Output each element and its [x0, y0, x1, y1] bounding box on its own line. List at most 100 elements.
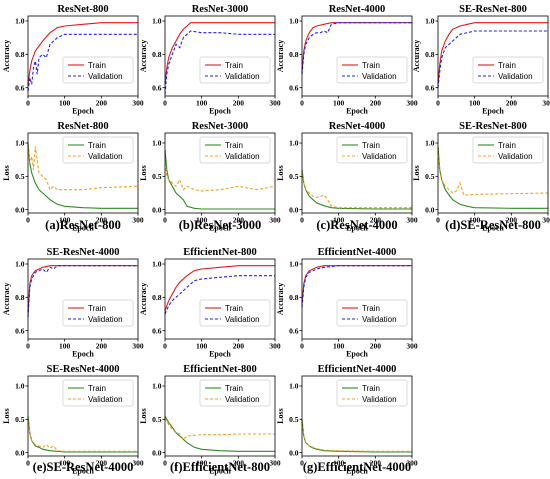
x-tick-label: 100	[333, 216, 345, 225]
x-tick-label: 100	[469, 216, 481, 225]
x-tick-label: 0	[300, 459, 304, 468]
series-line-validation	[437, 30, 548, 88]
y-tick-label: 0.0	[289, 205, 299, 214]
x-axis-label: Epoch	[346, 350, 368, 359]
series-line-train	[27, 22, 138, 85]
legend-label: Validation	[362, 152, 397, 161]
x-tick-label: 100	[59, 99, 71, 108]
x-tick-label: 300	[406, 459, 418, 468]
subfigure-caption: (c)ResNet-4000	[316, 218, 397, 232]
chart-title: EfficientNet-4000	[318, 364, 397, 375]
legend: Train Validation	[336, 56, 408, 84]
chart-title: ResNet-3000	[192, 121, 249, 132]
x-tick-label: 200	[370, 459, 382, 468]
legend-label: Train	[498, 141, 516, 150]
series-line-train	[27, 415, 138, 453]
legend: Train Validation	[62, 299, 134, 327]
x-tick-label: 0	[163, 459, 167, 468]
y-tick-label: 1.0	[152, 260, 162, 269]
x-axis-label: Epoch	[209, 350, 231, 359]
legend-label: Train	[362, 61, 380, 70]
y-tick-label: 0.0	[15, 205, 25, 214]
x-axis-label: Epoch	[72, 107, 94, 116]
x-tick-label: 100	[196, 216, 208, 225]
legend-label: Train	[88, 61, 106, 70]
x-tick-label: 200	[233, 459, 245, 468]
legend-label: Train	[88, 141, 106, 150]
y-tick-label: 1.0	[289, 139, 299, 148]
x-tick-label: 100	[196, 342, 208, 351]
x-tick-label: 200	[370, 99, 382, 108]
chart-panel: EfficientNet-800 0 100 200 300 0.6 0.8 1.0 Epoch…	[139, 247, 281, 359]
y-tick-label: 1.0	[15, 17, 25, 26]
y-axis-label: Accuracy	[2, 40, 11, 72]
y-tick-label: 0.6	[15, 326, 25, 335]
plot-frame	[301, 258, 413, 340]
y-axis-label: Loss	[276, 165, 285, 181]
series-line-validation	[301, 22, 412, 75]
x-tick-label: 0	[300, 99, 304, 108]
y-tick-label: 1.0	[152, 139, 162, 148]
y-tick-label: 0.6	[15, 83, 25, 92]
x-axis-label: Epoch	[346, 467, 368, 476]
x-tick-label: 0	[163, 99, 167, 108]
x-tick-label: 200	[233, 342, 245, 351]
legend: Train Validation	[336, 379, 408, 407]
legend-label: Validation	[498, 72, 533, 81]
x-axis-label: Epoch	[209, 467, 231, 476]
chart-panel: ResNet-800 0 100 200 300 0.0 0.5 1.0 Epoch Loss Tr…	[2, 121, 144, 233]
x-tick-label: 100	[59, 342, 71, 351]
y-tick-label: 0.5	[152, 415, 162, 424]
legend: Train Validation	[199, 379, 271, 407]
legend: Train Validation	[199, 56, 271, 84]
x-axis-label: Epoch	[346, 224, 368, 233]
chart-title: ResNet-4000	[329, 4, 386, 15]
series-line-validation	[301, 265, 412, 308]
series-line-train	[164, 265, 275, 311]
x-axis-label: Epoch	[346, 107, 368, 116]
chart-panel: SE-ResNet-4000 0 100 200 300 0.0 0.5 1.0 Epoch Lo…	[2, 364, 144, 476]
y-tick-label: 0.6	[152, 83, 162, 92]
chart-title: EfficientNet-800	[183, 247, 256, 258]
y-tick-label: 0.5	[15, 415, 25, 424]
legend-label: Train	[362, 384, 380, 393]
y-axis-label: Accuracy	[139, 40, 148, 72]
legend-label: Validation	[88, 152, 123, 161]
x-tick-label: 300	[132, 216, 144, 225]
chart-panel: SE-ResNet-800 0 100 200 300 0.6 0.8 1.0 Epoch Acc…	[412, 4, 550, 116]
x-tick-label: 200	[96, 459, 108, 468]
x-tick-label: 300	[269, 342, 281, 351]
y-tick-label: 1.0	[425, 17, 435, 26]
y-tick-label: 0.0	[152, 205, 162, 214]
series-line-validation	[301, 172, 412, 209]
y-tick-label: 0.5	[152, 172, 162, 181]
x-tick-label: 300	[269, 216, 281, 225]
series-line-train	[27, 265, 138, 315]
legend: Train Validation	[336, 136, 408, 164]
legend-label: Train	[498, 61, 516, 70]
subfigure-caption: (d)SE-ResNet-800	[445, 218, 541, 232]
y-tick-label: 0.5	[425, 172, 435, 181]
y-axis-label: Accuracy	[2, 283, 11, 315]
legend-label: Train	[225, 304, 243, 313]
x-tick-label: 0	[26, 459, 30, 468]
x-axis-label: Epoch	[72, 467, 94, 476]
series-line-validation	[27, 419, 138, 452]
series-line-train	[164, 415, 275, 452]
y-tick-label: 1.0	[289, 260, 299, 269]
x-tick-label: 200	[233, 216, 245, 225]
legend-label: Validation	[88, 315, 123, 324]
subfigure-caption: (a)ResNet-800	[45, 218, 121, 232]
series-line-validation	[164, 275, 275, 315]
y-tick-label: 0.0	[289, 448, 299, 457]
y-axis-label: Loss	[412, 165, 421, 181]
x-tick-label: 200	[96, 216, 108, 225]
y-tick-label: 0.8	[289, 50, 299, 59]
legend: Train Validation	[199, 299, 271, 327]
chart-title: ResNet-800	[57, 4, 108, 15]
series-line-validation	[164, 162, 276, 192]
x-tick-label: 200	[233, 99, 245, 108]
chart-title: ResNet-4000	[329, 121, 386, 132]
y-tick-label: 1.0	[15, 382, 25, 391]
plot-frame	[27, 258, 139, 340]
